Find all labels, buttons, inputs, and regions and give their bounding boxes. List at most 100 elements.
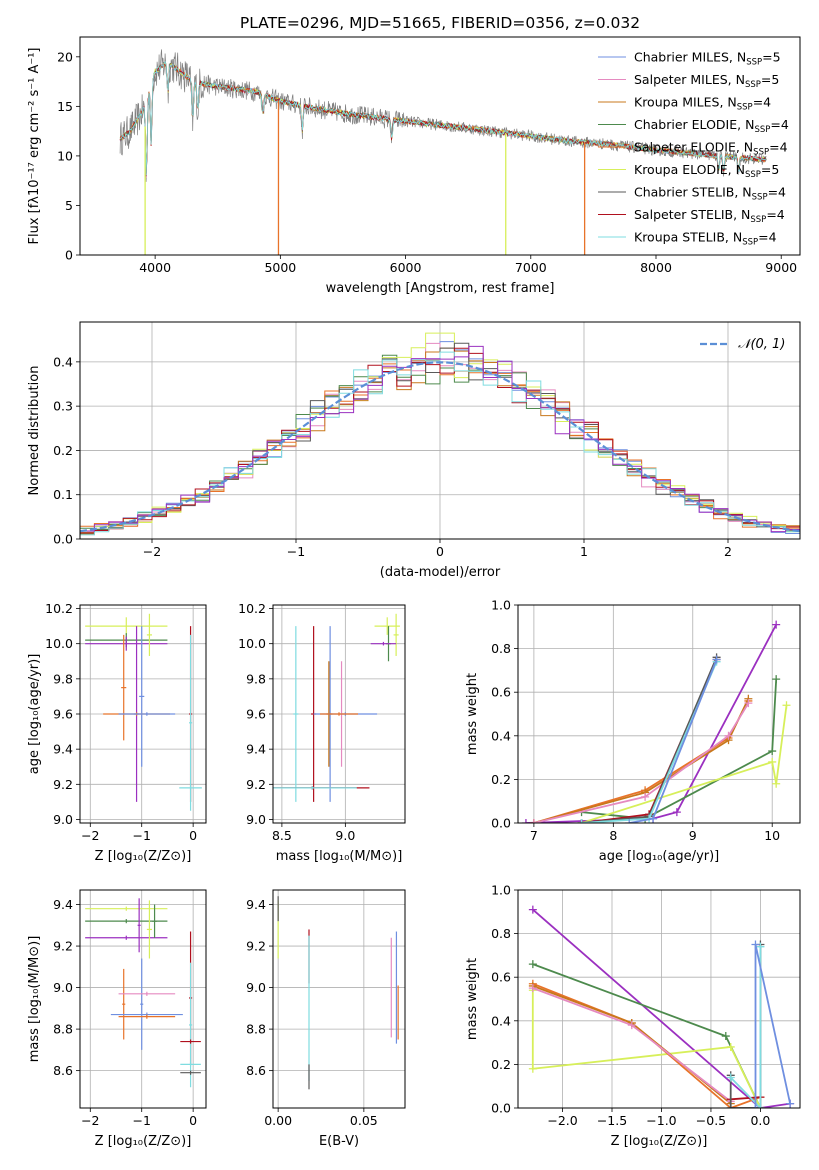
weight-marker (721, 1032, 730, 1041)
spectrum-xtick-label: 9000 (765, 260, 797, 275)
age_vs_mass-xtick-label: 8.5 (272, 828, 292, 843)
error-bar-point (121, 634, 127, 741)
age_vs_mass-ytick-label: 9.0 (246, 812, 266, 827)
weight_vs_age-ytick-label: 0.4 (491, 728, 511, 743)
residuals-plot-area (80, 332, 800, 536)
age_vs_mass-ytick-label: 9.6 (246, 707, 266, 722)
spectrum-xtick-label: 8000 (640, 260, 672, 275)
error-bar-point (139, 626, 145, 767)
residuals-xtick-label: 0 (436, 544, 444, 559)
weight-marker (641, 792, 650, 801)
age_vs_z-ytick-label: 9.2 (53, 777, 73, 792)
weight-marker (756, 1104, 765, 1108)
spectrum-ytick-label: 10 (57, 148, 73, 163)
age_vs_z-ytick-label: 9.8 (53, 671, 73, 686)
histogram-step-violet-extra (80, 345, 800, 533)
weight-marker (726, 1073, 735, 1082)
spectrum-ytick-label: 0 (65, 248, 73, 263)
error-bar-point (189, 962, 193, 1088)
weight_vs_z-xtick-label: −0.5 (696, 1113, 726, 1128)
weight-series-line (581, 656, 718, 823)
weight-marker (782, 701, 791, 710)
weight_vs_age-axes: 7 8 9 10 0.0 0.2 0.4 0.6 0.8 1.0 age [log₁₀(age/yr… (465, 598, 801, 864)
legend-entry-label: Salpeter STELIB, NSSP=4 (634, 207, 785, 225)
weight-series-line (629, 659, 718, 823)
age_vs_z-xtick-label: 0 (189, 828, 197, 843)
weight_vs_age-xtick-label: 9 (689, 828, 697, 843)
mass_vs_z-ytick-label: 9.2 (53, 939, 73, 954)
weight_vs_age-ytick-label: 0.6 (491, 685, 511, 700)
histogram-step-kroupa-elodie (80, 332, 800, 533)
age_vs_mass-xtick-label: 9.0 (335, 828, 355, 843)
weight-series-line (581, 659, 718, 823)
mass_vs_z-ytick-label: 8.6 (53, 1063, 73, 1078)
weight_vs_age-xtick-label: 7 (530, 828, 538, 843)
weight-marker (528, 905, 537, 914)
weight_vs_z-xtick-label: −1.5 (597, 1113, 627, 1128)
spectrum-xtick-label: 4000 (139, 260, 171, 275)
error-bar-point (85, 636, 168, 651)
age_vs_z-xlabel: Z [log₁₀(Z/Z⊙)] (95, 849, 192, 864)
mass_vs_z-axes: −2 −1 0 8.6 8.8 9.0 9.2 9.4 Z [log₁₀(Z/Z⊙)] mass … (27, 889, 207, 1149)
weight-marker (528, 960, 537, 969)
weight-marker (529, 819, 538, 823)
weight_vs_age-ylabel: mass weight (465, 673, 480, 755)
weight_vs_age-ytick-label: 0.0 (491, 816, 511, 831)
spectrum-ytick-label: 20 (57, 49, 73, 64)
weight-marker (627, 1021, 636, 1030)
weight-marker (649, 814, 658, 823)
weight-series-line (532, 908, 791, 1108)
weight_vs_age-ytick-label: 0.8 (491, 641, 511, 656)
residuals-xtick-label: 2 (724, 544, 732, 559)
weight_vs_z-ytick-label: 0.4 (491, 1013, 511, 1028)
mass_vs_z-plot-area (85, 898, 201, 1088)
age_vs_mass-ytick-label: 9.4 (246, 742, 266, 757)
age_vs_mass-axes: 8.5 9.0 9.0 9.2 9.4 9.6 9.8 10.0 10.2 mass [log₁₀… (238, 601, 406, 864)
residuals-ytick-label: 0.1 (53, 487, 73, 502)
age_vs_z-ytick-label: 9.4 (53, 742, 73, 757)
weight-marker (726, 1104, 735, 1108)
weight_vs_age-ytick-label: 0.2 (491, 772, 511, 787)
error-bar-point (85, 617, 168, 635)
weight-marker (577, 819, 586, 823)
weight_vs_z-xtick-label: −1.0 (646, 1113, 676, 1128)
weight-series-line (581, 661, 718, 823)
weight_vs_z-ytick-label: 0.0 (491, 1101, 511, 1116)
age_vs_mass-ytick-label: 10.2 (238, 601, 266, 616)
figure-title: PLATE=0296, MJD=51665, FIBERID=0356, z=0… (240, 14, 640, 32)
mass_vs_ebv-ytick-label: 9.2 (246, 939, 266, 954)
weight-marker (772, 675, 781, 684)
weight_vs_z-ylabel: mass weight (465, 958, 480, 1040)
spectrum-xtick-label: 7000 (515, 260, 547, 275)
residuals-frame (79, 321, 801, 540)
mass_vs_ebv-ytick-label: 8.8 (246, 1022, 266, 1037)
age_vs_z-ytick-label: 10.0 (45, 636, 73, 651)
weight_vs_age-xlabel: age [log₁₀(age/yr)] (599, 849, 720, 864)
error-bar-point (393, 613, 399, 656)
mass_vs_ebv-frame (272, 889, 406, 1109)
mass_vs_z-xtick-label: −1 (132, 1113, 150, 1128)
spectrum-ylabel: Flux [fλ10⁻¹⁷ erg cm⁻² s⁻¹ A⁻¹] (27, 48, 42, 245)
mass_vs_ebv-xtick-label: 0.05 (350, 1113, 378, 1128)
mass_vs_z-ytick-label: 8.8 (53, 1022, 73, 1037)
weight_vs_z-plot-area (528, 905, 795, 1108)
legend-entry-label: Chabrier STELIB, NSSP=4 (634, 185, 786, 203)
mass_vs_z-frame (79, 889, 207, 1109)
mass_vs_z-xlabel: Z [log₁₀(Z/Z⊙)] (95, 1134, 192, 1149)
legend-entry-label: Kroupa ELODIE, NSSP=5 (634, 162, 779, 180)
spectrum-xlabel: wavelength [Angstrom, rest frame] (326, 281, 555, 296)
mass_vs_ebv-ytick-label: 9.4 (246, 897, 266, 912)
weight-marker (528, 1064, 537, 1073)
mass_vs_z-xtick-label: 0 (189, 1113, 197, 1128)
gaussian-reference-line (80, 361, 800, 533)
weight_vs_age-xtick-label: 8 (609, 828, 617, 843)
weight_vs_age-plot-area (521, 620, 791, 823)
weight-series-line (730, 946, 762, 1108)
residuals-ytick-label: 0.0 (53, 532, 73, 547)
weight_vs_z-ytick-label: 1.0 (491, 883, 511, 898)
weight_vs_z-ytick-label: 0.2 (491, 1057, 511, 1072)
model-line-salpeter-stelib (119, 63, 767, 177)
spectrum-plot-area (119, 49, 767, 255)
weight-series-line (532, 982, 761, 1108)
